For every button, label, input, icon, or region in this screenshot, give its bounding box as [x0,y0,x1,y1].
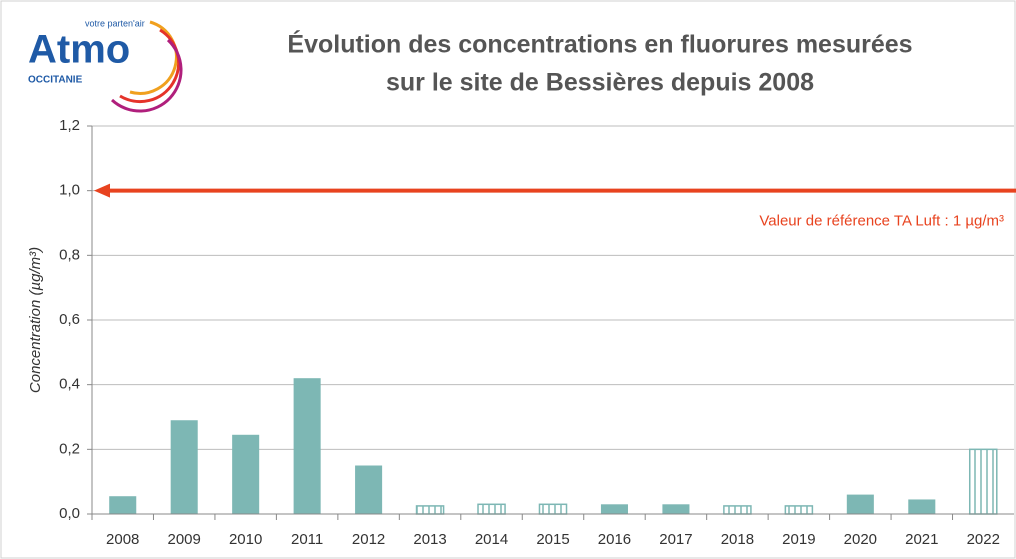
y-axis-label: Concentration (µg/m³) [27,247,44,393]
y-tick-label: 1,0 [59,182,80,199]
x-tick-label: 2013 [413,531,446,548]
y-tick-label: 0,2 [59,440,80,457]
chart-title: Évolution des concentrations en fluorure… [287,30,912,59]
x-tick-label: 2022 [967,531,1000,548]
x-tick-label: 2017 [659,531,692,548]
logo-name: Atmo [28,28,130,72]
reference-label: Valeur de référence TA Luft : 1 µg/m³ [759,213,1004,230]
logo: Atmo votre parten'air OCCITANIE [28,18,183,113]
x-tick-label: 2009 [168,531,201,548]
reference-arrow [94,183,110,198]
x-tick-label: 2020 [844,531,877,548]
bar [908,499,936,514]
logo-region: OCCITANIE [28,75,83,86]
x-tick-label: 2015 [536,531,569,548]
y-tick-label: 0,8 [59,246,80,263]
bar-hatched [784,505,814,515]
x-tick-label: 2010 [229,531,262,548]
x-tick-label: 2021 [905,531,938,548]
y-tick-label: 0,0 [59,505,80,522]
bar [662,504,690,514]
x-tick-label: 2008 [106,531,139,548]
x-tick-label: 2019 [782,531,815,548]
bar-hatched [723,505,752,515]
bar [846,494,874,514]
x-tick-label: 2012 [352,531,385,548]
logo-tagline: votre parten'air [85,18,145,28]
bar-hatched [415,505,445,515]
x-tick-label: 2018 [721,531,754,548]
x-tick-label: 2011 [291,531,323,548]
x-tick-label: 2014 [475,531,508,548]
x-tick-label: 2016 [598,531,631,548]
bar [600,504,628,514]
bar-hatched [538,503,568,515]
bar-hatched [968,448,998,515]
chart-title: sur le site de Bessières depuis 2008 [386,69,814,97]
bar [232,434,260,514]
bar [170,420,198,514]
bar [109,496,137,514]
y-tick-label: 0,6 [59,311,80,328]
bar [355,465,383,514]
y-tick-label: 0,4 [59,376,80,393]
y-tick-label: 1,2 [59,117,80,134]
bar-hatched [477,503,506,515]
bar [293,378,321,514]
